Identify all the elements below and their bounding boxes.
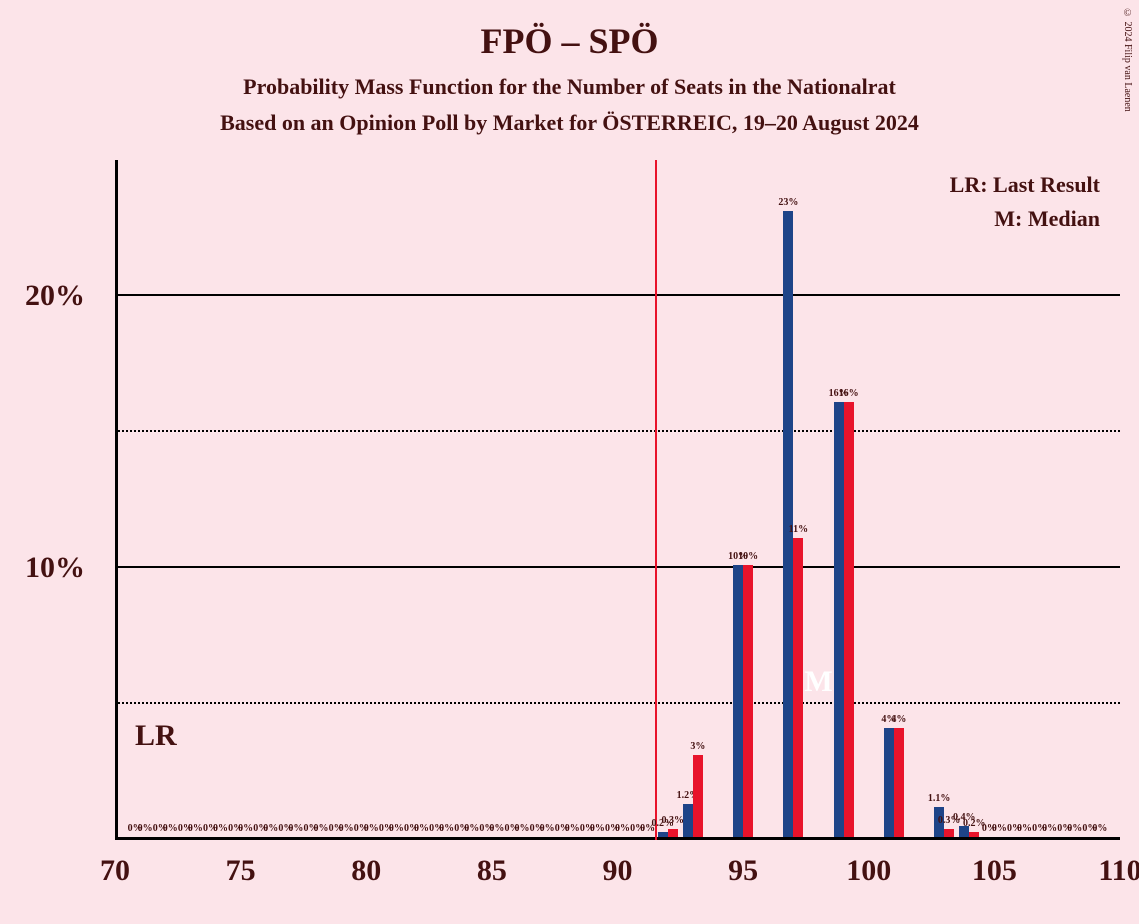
median-annotation: M: [804, 665, 832, 699]
bar-label: 10%: [738, 551, 758, 565]
bar-label: 0%: [314, 823, 329, 837]
x-tick-label: 75: [226, 854, 256, 888]
bar-label: 0%: [389, 823, 404, 837]
bar-red: 4%: [894, 728, 904, 837]
x-tick-label: 100: [846, 854, 891, 888]
x-tick-label: 80: [351, 854, 381, 888]
bar-label: 0%: [138, 823, 153, 837]
bar-label: 16%: [839, 388, 859, 402]
x-tick-label: 110: [1098, 854, 1139, 888]
bar-label: 0%: [565, 823, 580, 837]
bar-red: 0.2%: [969, 832, 979, 837]
bar-label: 4%: [891, 714, 906, 728]
bar-label: 0%: [1042, 823, 1057, 837]
bar-label: 23%: [778, 197, 798, 211]
bar-label: 0%: [339, 823, 354, 837]
bar-label: 0%: [238, 823, 253, 837]
x-tick-label: 70: [100, 854, 130, 888]
x-axis: [115, 837, 1120, 840]
bar-label: 3%: [690, 741, 705, 755]
bar-blue: 4%: [884, 728, 894, 837]
x-tick-label: 85: [477, 854, 507, 888]
bar-red: 10%: [743, 565, 753, 837]
bar-label: 0%: [992, 823, 1007, 837]
bar-blue: 0.2%: [658, 832, 668, 837]
legend-lr: LR: Last Result: [950, 172, 1100, 198]
bar-label: 0%: [1017, 823, 1032, 837]
gridline-major: [118, 294, 1120, 296]
x-tick-label: 90: [603, 854, 633, 888]
y-tick-label: 20%: [25, 279, 85, 313]
bar-label: 0%: [464, 823, 479, 837]
bar-label: 1.1%: [928, 793, 951, 807]
copyright-text: © 2024 Filip van Laenen: [1122, 8, 1133, 112]
x-tick-label: 95: [728, 854, 758, 888]
bar-label: 0%: [540, 823, 555, 837]
bar-red: 16%: [844, 402, 854, 837]
bar-label: 0%: [439, 823, 454, 837]
chart-subtitle-1: Probability Mass Function for the Number…: [0, 74, 1139, 100]
bar-label: 0%: [515, 823, 530, 837]
chart-title: FPÖ – SPÖ: [0, 0, 1139, 62]
gridline-minor: [118, 430, 1120, 432]
bar-label: 0%: [489, 823, 504, 837]
bar-label: 0%: [1092, 823, 1107, 837]
bar-label: 0.3%: [662, 815, 685, 829]
legend: LR: Last Result M: Median: [950, 172, 1100, 240]
bar-label: 0%: [163, 823, 178, 837]
lr-vertical-line: [655, 160, 657, 840]
bar-red: 0.3%: [668, 829, 678, 837]
lr-annotation: LR: [135, 719, 177, 753]
bar-label: 0%: [1067, 823, 1082, 837]
bar-label: 11%: [789, 524, 808, 538]
y-axis: [115, 160, 118, 840]
chart-subtitle-2: Based on an Opinion Poll by Market for Ö…: [0, 110, 1139, 136]
bar-label: 0%: [213, 823, 228, 837]
bar-label: 0%: [263, 823, 278, 837]
y-tick-label: 10%: [25, 551, 85, 585]
bar-red: 3%: [693, 755, 703, 837]
chart-plot-area: LR: Last Result M: Median 10%20%70758085…: [115, 160, 1120, 840]
bar-blue: 10%: [733, 565, 743, 837]
bar-label: 0%: [188, 823, 203, 837]
bar-label: 0%: [288, 823, 303, 837]
bar-blue: 16%: [834, 402, 844, 837]
bar-label: 0%: [364, 823, 379, 837]
gridline-minor: [118, 702, 1120, 704]
bar-label: 0%: [590, 823, 605, 837]
bar-label: 0%: [615, 823, 630, 837]
bar-label: 0%: [414, 823, 429, 837]
gridline-major: [118, 566, 1120, 568]
legend-m: M: Median: [950, 206, 1100, 232]
bar-red: 11%: [793, 538, 803, 837]
bar-red: 0.3%: [944, 829, 954, 837]
bar-blue: 1.2%: [683, 804, 693, 837]
x-tick-label: 105: [972, 854, 1017, 888]
